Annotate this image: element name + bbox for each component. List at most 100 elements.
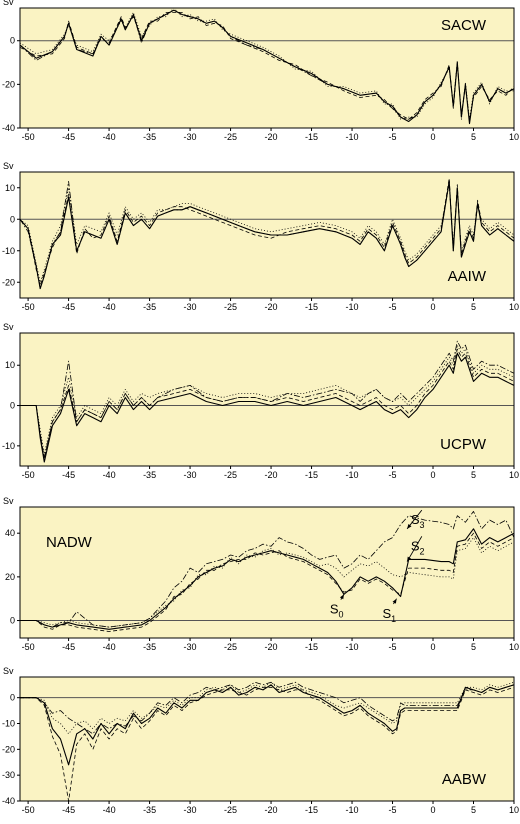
aabw-x-tick-label: -20 [265, 805, 278, 815]
nadw-x-tick-label: -30 [184, 642, 197, 652]
aaiw-x-tick-label: -30 [184, 302, 197, 312]
aaiw-x-tick-label: -25 [224, 302, 237, 312]
ucpw-panel: -50 -45 -40 -35 -30 -25 -20 -15 -10 -5 0 5 10100-10S… [2, 322, 519, 480]
aabw-series-line-2 [20, 686, 514, 801]
sacw-y-tick-label: 0 [10, 36, 15, 46]
ucpw-series-group [20, 340, 514, 463]
sacw-series-line-2 [20, 12, 514, 122]
sacw-x-tick-label: -30 [184, 132, 197, 142]
sacw-x-tick-label: -40 [103, 132, 116, 142]
aabw-x-tick-label: -15 [305, 805, 318, 815]
nadw-x-tick-label: -5 [389, 642, 397, 652]
nadw-frame [19, 506, 515, 639]
sacw-frame [19, 7, 515, 129]
aaiw-x-tick-label: -15 [305, 302, 318, 312]
aaiw-x-tick-label: 0 [431, 302, 436, 312]
sacw-x-tick-label: -10 [346, 132, 359, 142]
aaiw-x-tick-label: -5 [389, 302, 397, 312]
aaiw-x-tick-label: -10 [346, 302, 359, 312]
nadw-y-tick-label: 40 [5, 528, 15, 538]
aaiw-y-axis-label: Sv [3, 161, 14, 171]
nadw-y-tick-label: 0 [10, 616, 15, 626]
aaiw-x-tick-label: 10 [509, 302, 519, 312]
sacw-x-tick-label: -20 [265, 132, 278, 142]
nadw-annotation-subscript: 0 [339, 610, 344, 620]
sacw-x-tick-label: -15 [305, 132, 318, 142]
aabw-x-tick-label: 0 [431, 805, 436, 815]
aabw-plot-area [20, 677, 514, 801]
aaiw-series-group [20, 177, 514, 290]
nadw-x-tick-label: 0 [431, 642, 436, 652]
aaiw-x-tick-label: -50 [22, 302, 35, 312]
aabw-x-tick-label: -35 [143, 805, 156, 815]
sacw-x-tick-label: 10 [509, 132, 519, 142]
aabw-panel: -50 -45 -40 -35 -30 -25 -20 -15 -10 -5 0 5 100-10-20… [2, 666, 519, 815]
aabw-y-tick-label: -20 [2, 744, 15, 754]
nadw-series-group [20, 511, 514, 632]
aaiw-x-tick-label: -20 [265, 302, 278, 312]
aabw-x-tick-label: -40 [103, 805, 116, 815]
nadw-annotation-arrowhead [407, 524, 412, 529]
ucpw-x-tick-label: 10 [509, 470, 519, 480]
nadw-x-tick-label: -20 [265, 642, 278, 652]
aaiw-x-tick-label: -35 [143, 302, 156, 312]
aabw-series-group [20, 681, 514, 801]
sacw-x-tick-label: -5 [389, 132, 397, 142]
nadw-title: NADW [46, 534, 93, 551]
aaiw-x-tick-label: -45 [62, 302, 75, 312]
ucpw-x-tick-label: -50 [22, 470, 35, 480]
ucpw-x-tick-label: -10 [346, 470, 359, 480]
sacw-x-tick-label: 5 [471, 132, 476, 142]
nadw-x-tick-label: -15 [305, 642, 318, 652]
sacw-y-tick-label: -40 [2, 123, 15, 133]
nadw-series-line-2 [20, 532, 514, 632]
ucpw-x-tick-label: -35 [143, 470, 156, 480]
aabw-x-tick-label: -45 [62, 805, 75, 815]
aaiw-y-tick-label: 0 [10, 214, 15, 224]
aaiw-x-tick-label: 5 [471, 302, 476, 312]
ucpw-x-tick-label: -25 [224, 470, 237, 480]
nadw-annotation-arrowhead [407, 556, 412, 562]
nadw-x-tick-label: -25 [224, 642, 237, 652]
nadw-x-tick-label: -50 [22, 642, 35, 652]
sacw-x-tick-label: -25 [224, 132, 237, 142]
aaiw-y-tick-label: -20 [2, 277, 15, 287]
sacw-y-axis-label: Sv [3, 0, 14, 7]
aabw-y-tick-label: -40 [2, 796, 15, 806]
ucpw-x-tick-label: -45 [62, 470, 75, 480]
nadw-series-line-3 [20, 537, 514, 628]
ucpw-plot-area [20, 333, 514, 466]
nadw-annotation-arrowhead [392, 598, 397, 604]
aabw-y-tick-label: -10 [2, 719, 15, 729]
aabw-x-tick-label: -30 [184, 805, 197, 815]
ucpw-y-tick-label: 10 [5, 360, 15, 370]
aabw-series-line-4 [20, 681, 514, 735]
sacw-title: SACW [441, 17, 487, 34]
aabw-x-tick-label: -25 [224, 805, 237, 815]
aabw-x-tick-label: -10 [346, 805, 359, 815]
ucpw-series-line-4 [20, 340, 514, 459]
aaiw-y-tick-label: -10 [2, 246, 15, 256]
ucpw-x-tick-label: -20 [265, 470, 278, 480]
ucpw-y-tick-label: 0 [10, 401, 15, 411]
ucpw-x-tick-label: -30 [184, 470, 197, 480]
aabw-y-axis-label: Sv [3, 666, 14, 676]
ucpw-y-tick-label: -10 [2, 441, 15, 451]
sacw-x-tick-label: 0 [431, 132, 436, 142]
aaiw-x-tick-label: -40 [103, 302, 116, 312]
aabw-x-tick-label: -50 [22, 805, 35, 815]
sacw-y-tick-label: -20 [2, 79, 15, 89]
aabw-x-tick-label: 10 [509, 805, 519, 815]
ucpw-frame [19, 332, 515, 467]
nadw-panel: -50 -45 -40 -35 -30 -25 -20 -15 -10 -5 0 5 1040200Sv… [3, 496, 519, 652]
sacw-panel: -50 -45 -40 -35 -30 -25 -20 -15 -10 -5 0 5 100-20-40… [2, 0, 519, 142]
nadw-annotation-subscript: 3 [419, 520, 424, 530]
nadw-y-axis-label: Sv [3, 496, 14, 506]
nadw-x-tick-label: -10 [346, 642, 359, 652]
ucpw-y-axis-label: Sv [3, 322, 14, 332]
sacw-plot-area [20, 8, 514, 128]
aaiw-panel: -50 -45 -40 -35 -30 -25 -20 -15 -10 -5 0 5 10100-10-… [2, 161, 519, 312]
ucpw-x-tick-label: -15 [305, 470, 318, 480]
